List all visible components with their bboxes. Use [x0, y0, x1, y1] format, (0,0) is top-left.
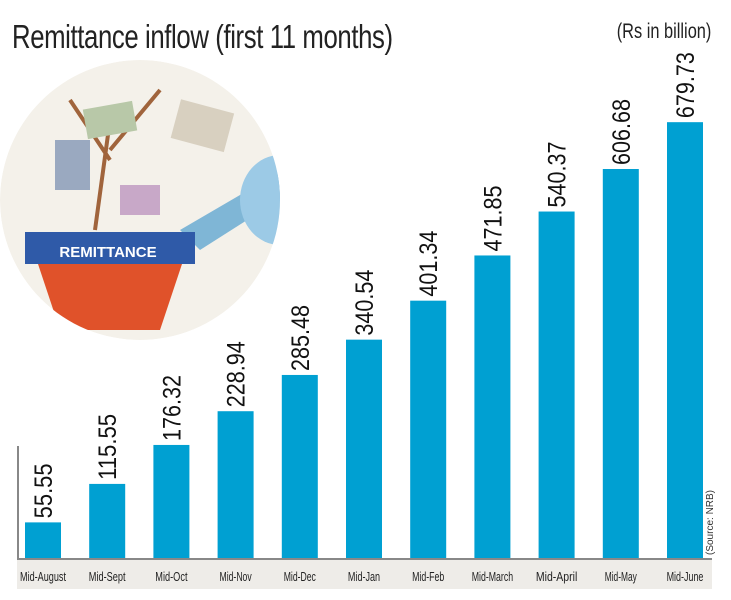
x-tick-label: Mid-May	[605, 569, 638, 584]
bar-mid-june	[667, 122, 703, 558]
data-label: 55.55	[30, 463, 58, 518]
x-tick-label: Mid-April	[536, 569, 577, 584]
bar-mid-oct	[153, 444, 190, 558]
x-tick-label: Mid-Dec	[284, 569, 317, 584]
x-tick-label: Mid-Nov	[220, 569, 253, 584]
data-label: 285.48	[287, 305, 315, 371]
bar-mid-dec	[281, 374, 318, 558]
x-tick-label: Mid-Sept	[89, 569, 126, 584]
data-label: 401.34	[415, 231, 443, 297]
unit-label: (Rs in billion)	[616, 20, 711, 43]
chart-title: Remittance inflow (first 11 months)	[12, 18, 393, 55]
pot-text: REMITTANCE	[59, 244, 156, 261]
category-strip	[17, 560, 712, 589]
data-label: 540.37	[544, 142, 572, 208]
data-label: 176.32	[158, 375, 186, 441]
x-tick-label: Mid-August	[20, 569, 66, 584]
x-tick-label: Mid-Feb	[412, 569, 444, 584]
bar-mid-feb	[410, 300, 447, 558]
data-label: 471.85	[479, 185, 507, 251]
data-label: 340.54	[351, 270, 379, 336]
bar-mid-nov	[217, 411, 254, 558]
bar-mid-march	[474, 255, 511, 558]
bar-mid-jan	[346, 339, 382, 558]
data-label: 606.68	[608, 99, 636, 165]
x-tick-label: Mid-Jan	[348, 569, 380, 584]
x-tick-label: Mid-March	[472, 569, 513, 584]
x-tick-label: Mid-June	[667, 569, 704, 584]
bar-mid-april	[538, 211, 575, 558]
bar-mid-august	[25, 522, 61, 558]
data-label: 679.73	[672, 52, 700, 118]
bar-mid-may	[602, 169, 639, 559]
data-label: 228.94	[223, 341, 251, 407]
bar-mid-sept	[89, 483, 126, 558]
data-label: 115.55	[94, 414, 122, 480]
x-tick-label: Mid-Oct	[155, 569, 187, 584]
